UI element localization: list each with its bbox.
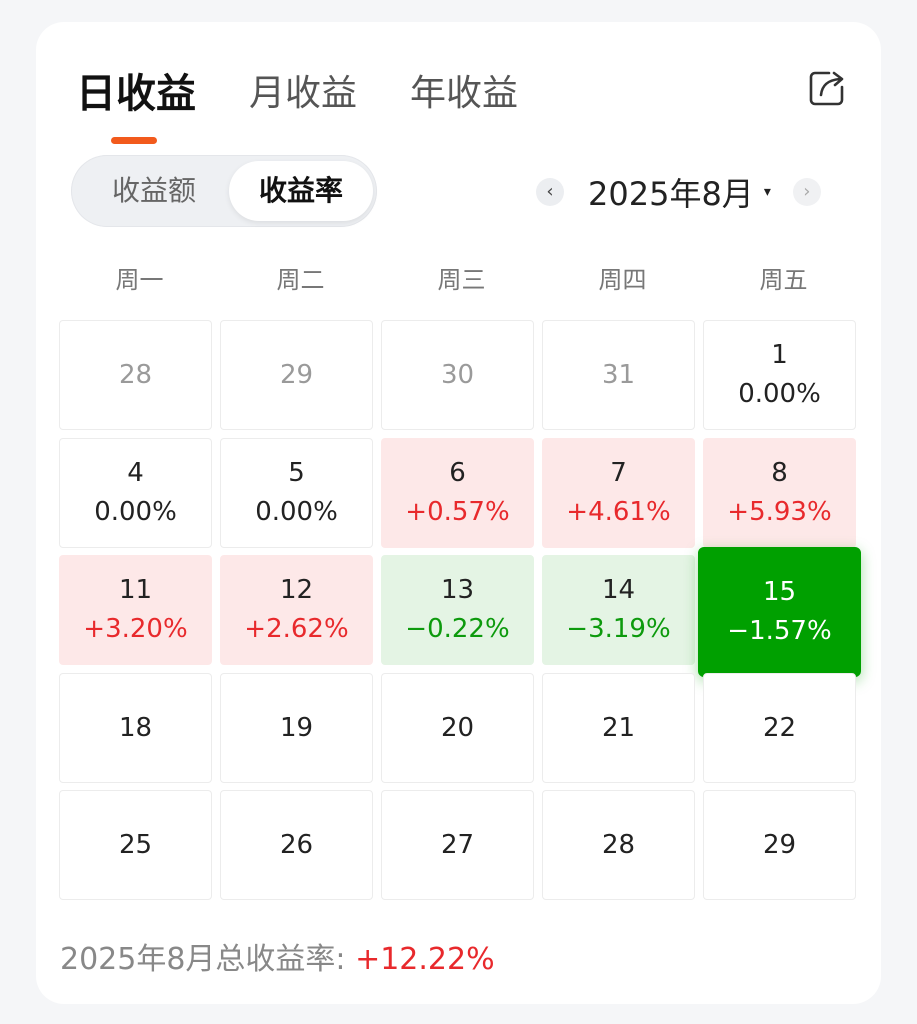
day-number: 1	[771, 340, 788, 370]
tab-yearly-return[interactable]: 年收益	[410, 73, 519, 114]
weekday-label: 周一	[115, 266, 164, 294]
day-return-rate: +2.62%	[244, 614, 349, 644]
calendar-day-cell[interactable]: 27	[381, 790, 534, 900]
calendar-day-cell[interactable]: 20	[381, 672, 534, 783]
segment-rate[interactable]: 收益率	[229, 161, 373, 221]
day-number: 21	[601, 712, 636, 743]
day-return-rate: 0.00%	[255, 496, 338, 527]
calendar-day-cell[interactable]: 15 −1.57%	[698, 547, 861, 677]
metric-segmented-control: 收益额 收益率	[71, 155, 377, 227]
weekday-header: 周一 周二 周三 周四 周五	[59, 260, 864, 295]
active-tab-indicator	[111, 137, 157, 144]
calendar-day-cell[interactable]: 12 +2.62%	[220, 555, 373, 665]
day-number: 6	[449, 457, 466, 488]
day-number: 29	[279, 360, 314, 390]
calendar-day-cell[interactable]: 19	[220, 672, 373, 783]
period-tabs: 日收益 月收益 年收益	[76, 66, 571, 144]
day-number: 28	[601, 830, 636, 860]
day-number: 5	[288, 457, 305, 488]
day-number: 4	[127, 457, 144, 488]
calendar-day-cell[interactable]: 8 +5.93%	[703, 437, 856, 548]
calendar-day-cell[interactable]: 21	[542, 672, 695, 783]
calendar-day-cell[interactable]: 22	[703, 672, 856, 783]
day-number: 22	[762, 712, 797, 743]
day-number: 14	[601, 575, 636, 605]
summary-label: 2025年8月总收益率:	[60, 942, 356, 977]
month-selector[interactable]: 2025年8月	[588, 175, 754, 213]
day-number: 11	[118, 575, 153, 605]
weekday-label: 周五	[759, 266, 808, 294]
month-navigator: ‹ 2025年8月 ▾ ›	[536, 172, 821, 213]
calendar-day-cell[interactable]: 14 −3.19%	[542, 555, 695, 665]
day-number: 25	[118, 830, 153, 860]
day-number: 15	[762, 577, 797, 607]
calendar-day-cell[interactable]: 29	[703, 790, 856, 900]
day-return-rate: 0.00%	[94, 496, 177, 527]
day-return-rate: +3.20%	[83, 614, 188, 644]
weekday-label: 周三	[437, 266, 486, 294]
day-number: 12	[279, 575, 314, 605]
calendar-day-cell[interactable]: 4 0.00%	[59, 437, 212, 548]
next-month-button[interactable]: ›	[792, 178, 821, 206]
weekday-label: 周二	[276, 266, 325, 294]
day-return-rate: +5.93%	[727, 496, 832, 527]
day-number: 29	[762, 830, 797, 860]
day-number: 28	[118, 360, 153, 390]
day-number: 26	[279, 830, 314, 860]
day-number: 19	[279, 712, 314, 743]
tab-daily-return[interactable]: 日收益	[76, 71, 196, 117]
day-return-rate: 0.00%	[738, 379, 821, 409]
calendar-day-cell[interactable]: 11 +3.20%	[59, 555, 212, 665]
calendar-day-cell[interactable]: 28	[59, 320, 212, 430]
tab-monthly-return[interactable]: 月收益	[249, 73, 358, 114]
day-number: 20	[440, 712, 475, 743]
calendar-day-cell[interactable]: 29	[220, 320, 373, 430]
day-number: 8	[771, 457, 788, 488]
calendar-day-cell[interactable]: 25	[59, 790, 212, 900]
calendar-day-cell[interactable]: 6 +0.57%	[381, 437, 534, 548]
calendar-day-cell[interactable]: 28	[542, 790, 695, 900]
monthly-total-summary: 2025年8月总收益率: +12.22%	[60, 934, 495, 978]
day-number: 31	[601, 360, 636, 390]
day-number: 27	[440, 830, 475, 860]
calendar-day-cell[interactable]: 26	[220, 790, 373, 900]
day-number: 13	[440, 575, 475, 605]
calendar-day-cell[interactable]: 13 −0.22%	[381, 555, 534, 665]
summary-value: +12.22%	[355, 942, 495, 977]
segment-amount[interactable]: 收益额	[111, 174, 196, 207]
calendar-day-cell[interactable]: 18	[59, 672, 212, 783]
daily-return-card: 日收益 月收益 年收益 收益额 收益率 ‹ 2025年8月 ▾ › 周一 周二 …	[36, 22, 881, 1004]
day-return-rate: −0.22%	[405, 614, 510, 644]
day-number: 30	[440, 360, 475, 390]
calendar-day-cell[interactable]: 30	[381, 320, 534, 430]
calendar-day-cell[interactable]: 5 0.00%	[220, 437, 373, 548]
calendar-day-cell[interactable]: 1 0.00%	[703, 320, 856, 430]
day-return-rate: +0.57%	[405, 496, 510, 527]
day-return-rate: −1.57%	[727, 616, 832, 646]
calendar-day-cell[interactable]: 7 +4.61%	[542, 437, 695, 548]
day-return-rate: −3.19%	[566, 614, 671, 644]
day-number: 18	[118, 712, 153, 743]
calendar-day-cell[interactable]: 31	[542, 320, 695, 430]
share-icon[interactable]	[807, 68, 847, 108]
day-return-rate: +4.61%	[566, 496, 671, 527]
prev-month-button[interactable]: ‹	[536, 178, 564, 206]
caret-down-icon[interactable]: ▾	[763, 184, 771, 200]
day-number: 7	[610, 457, 627, 488]
weekday-label: 周四	[598, 266, 647, 294]
